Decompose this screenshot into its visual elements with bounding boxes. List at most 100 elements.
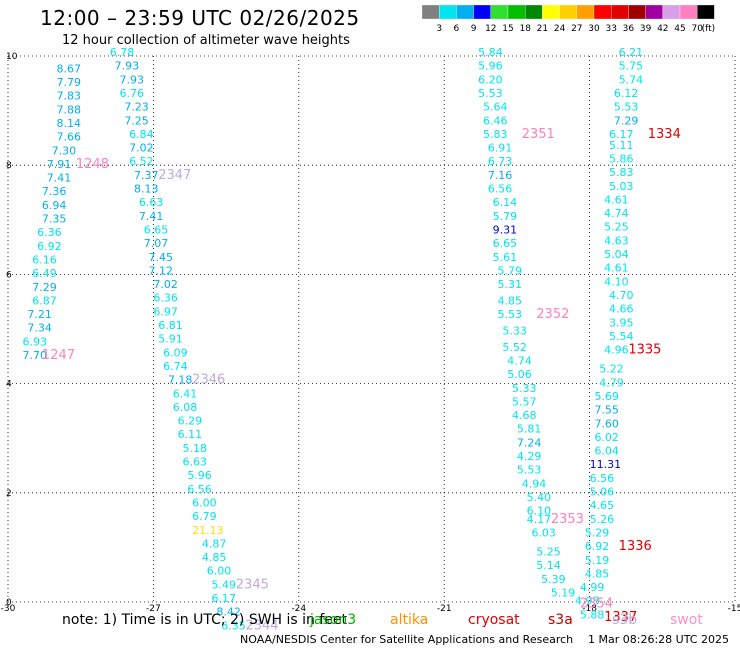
pass-number-label: 2345 — [236, 577, 269, 592]
wave-height-label: 4.63 — [604, 234, 629, 247]
wave-height-label: 4.98 — [575, 595, 600, 608]
wave-height-label: 7.29 — [614, 114, 639, 127]
wave-height-label: 4.87 — [202, 537, 227, 550]
wave-height-label: 6.02 — [594, 431, 619, 444]
wave-height-label: 6.09 — [163, 346, 188, 359]
wave-height-label: 5.52 — [502, 341, 527, 354]
wave-height-label: 6.03 — [531, 526, 556, 539]
wave-height-label: 7.36 — [42, 185, 67, 198]
wave-height-label: 6.08 — [173, 401, 198, 414]
wave-height-label: 4.85 — [498, 294, 522, 307]
colorbar-label: 3 — [436, 24, 442, 34]
wave-height-label: 4.68 — [512, 409, 537, 422]
wave-height-label: 4.61 — [604, 193, 629, 206]
colorbar-label: 21 — [537, 24, 548, 34]
pass-number-label: 1336 — [619, 539, 652, 554]
colorbar-swatch — [645, 4, 663, 20]
wave-height-label: 6.56 — [590, 472, 615, 485]
wave-height-label: 7.41 — [139, 210, 164, 223]
wave-height-label: 7.21 — [27, 308, 51, 321]
wave-height-label: 6.16 — [32, 253, 57, 266]
colorbar-label: 9 — [471, 24, 477, 34]
wave-height-label: 5.64 — [483, 101, 508, 114]
colorbar-swatch — [473, 4, 491, 20]
x-tick-label: -30 — [1, 604, 16, 614]
wave-height-label: 6.94 — [42, 199, 67, 212]
wave-height-label: 5.79 — [493, 210, 517, 223]
satellite-legend-jason3: jason3 — [310, 612, 357, 628]
wave-height-label: 7.91 — [47, 158, 71, 171]
wave-height-label: 6.73 — [488, 155, 513, 168]
wave-height-label: 4.66 — [609, 303, 634, 316]
colorbar-swatch — [456, 4, 474, 20]
x-tick-label: -27 — [146, 604, 161, 614]
wave-height-label: 6.56 — [488, 183, 513, 196]
wave-height-label: 5.53 — [614, 101, 639, 114]
wave-height-label: 6.91 — [488, 142, 513, 155]
wave-height-label: 6.00 — [207, 565, 232, 578]
wave-height-label: 7.18 — [168, 374, 193, 387]
wave-height-label: 6.41 — [173, 387, 198, 400]
wave-height-label: 5.49 — [212, 578, 237, 591]
colorbar-swatch — [628, 4, 646, 20]
pass-number-label: 2354 — [580, 596, 613, 611]
pass-number-label: 1247 — [42, 348, 75, 363]
colorbar-label: 36 — [623, 24, 635, 34]
x-tick-label: -18 — [582, 604, 597, 614]
wave-height-label: 6.17 — [609, 128, 634, 141]
wave-height-label: 4.17 — [527, 513, 552, 526]
colorbar-swatch — [490, 4, 509, 20]
wave-height-label: 7.55 — [594, 404, 619, 417]
wave-height-label: 6.14 — [493, 196, 517, 209]
wave-height-label: 7.12 — [149, 264, 174, 277]
wave-height-label: 5.11 — [609, 139, 634, 152]
wave-height-label: 6.20 — [478, 73, 503, 86]
wave-height-label: 6.65 — [493, 237, 517, 250]
wave-height-label: 5.74 — [619, 73, 644, 86]
wave-height-label: 5.19 — [551, 587, 576, 600]
wave-height-label: 7.60 — [594, 417, 619, 430]
y-tick-label: 0 — [6, 598, 12, 608]
wave-height-label: 6.63 — [182, 456, 207, 469]
y-tick-label: 2 — [6, 489, 12, 499]
pass-number-label: 2344 — [245, 618, 278, 633]
wave-height-label: 5.53 — [517, 464, 542, 477]
wave-height-label: 6.10 — [527, 505, 552, 518]
wave-height-label: 7.88 — [56, 103, 81, 116]
wave-height-label: 7.16 — [488, 169, 513, 182]
colorbar-label: 15 — [502, 24, 513, 34]
wave-height-label: 7.02 — [129, 142, 154, 155]
wave-height-label: 6.29 — [178, 415, 203, 428]
wave-height-label: 5.61 — [493, 251, 517, 264]
colorbar-label: 39 — [640, 24, 652, 34]
satellite-legend-swot: swot — [670, 612, 703, 628]
wave-height-label: 6.11 — [178, 428, 203, 441]
colorbar-label: 30 — [588, 24, 600, 34]
wave-height-label: 7.93 — [115, 60, 140, 73]
timestamp: 1 Mar 08:26:28 UTC 2025 — [588, 633, 729, 646]
colorbar-swatch — [662, 4, 681, 20]
wave-height-label: 4.65 — [590, 499, 615, 512]
wave-height-label: 5.31 — [498, 278, 522, 291]
wave-height-label: 11.31 — [590, 458, 622, 471]
y-tick-label: 4 — [6, 380, 12, 390]
satellite-legend-s3b: s3b — [612, 612, 638, 628]
wave-height-label: 6.17 — [212, 592, 237, 605]
pass-number-label: 2347 — [158, 168, 191, 183]
wave-height-label: 21.13 — [192, 524, 224, 537]
wave-height-label: 4.29 — [517, 450, 542, 463]
colorbar-swatch — [576, 4, 595, 20]
wave-height-label: 5.26 — [590, 513, 615, 526]
wave-height-label: 5.86 — [609, 152, 634, 165]
wave-height-label: 7.79 — [56, 76, 81, 89]
wave-height-label: 6.00 — [192, 496, 217, 509]
wave-height-label: 6.04 — [594, 445, 619, 458]
wave-height-label: 5.91 — [158, 333, 183, 346]
colorbar-swatch — [542, 4, 560, 20]
colorbar-swatch — [439, 4, 457, 20]
wave-height-label: 4.94 — [522, 477, 547, 490]
wave-height-label: 7.25 — [124, 114, 149, 127]
wave-height-label: 5.84 — [478, 46, 503, 59]
x-tick-label: -21 — [437, 604, 452, 614]
